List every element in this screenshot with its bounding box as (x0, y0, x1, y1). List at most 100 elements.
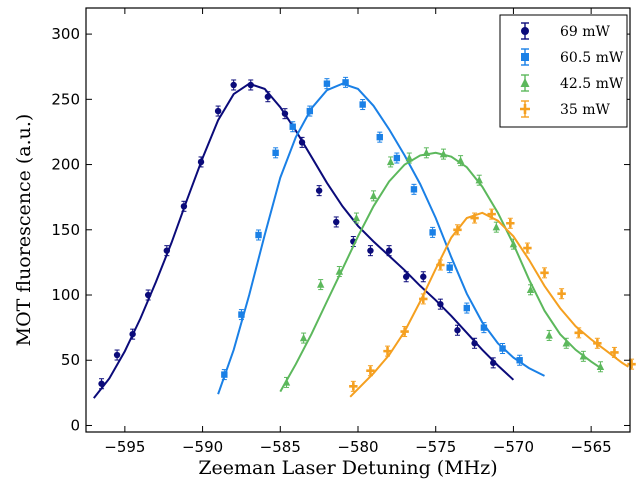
data-point (282, 378, 291, 386)
data-point (264, 93, 272, 100)
legend-entry: 42.5 mW (520, 74, 624, 92)
data-point (113, 351, 121, 359)
data-point (349, 382, 358, 391)
data-point (627, 359, 636, 369)
x-tick-label: −565 (571, 438, 612, 456)
data-point (610, 348, 619, 357)
data-point (289, 123, 296, 130)
data-point (506, 219, 515, 228)
y-axis-label: MOT fluorescence (a.u.) (13, 114, 35, 347)
data-point (144, 291, 152, 299)
data-point (437, 300, 444, 308)
series-0 (93, 79, 515, 399)
fit-curve (349, 211, 629, 398)
data-point (98, 380, 105, 387)
data-point (197, 158, 205, 166)
fit-curve (217, 82, 545, 395)
data-point (490, 359, 497, 367)
data-point (419, 294, 428, 304)
y-tick-label: 250 (51, 90, 80, 108)
data-point (509, 239, 518, 248)
data-point (420, 273, 427, 280)
data-point (367, 247, 374, 254)
data-point (238, 311, 245, 318)
plot-area (93, 76, 636, 399)
data-point (470, 213, 479, 223)
legend-label: 69 mW (560, 24, 611, 40)
data-point (369, 191, 378, 200)
x-tick-label: −575 (415, 438, 456, 456)
data-point (366, 366, 375, 375)
y-tick-label: 0 (70, 416, 80, 434)
data-point (221, 371, 228, 378)
legend-marker (521, 53, 529, 61)
data-point (557, 289, 566, 298)
legend-label: 60.5 mW (560, 50, 624, 66)
data-point (359, 101, 366, 108)
data-point (446, 264, 453, 271)
legend-marker (520, 78, 530, 87)
data-point (333, 218, 340, 226)
y-tick-label: 100 (51, 286, 80, 304)
data-point (306, 107, 314, 115)
data-point (342, 79, 349, 86)
data-point (463, 304, 470, 312)
series-1 (217, 76, 545, 395)
data-point (492, 222, 501, 231)
data-point (400, 327, 409, 336)
data-point (456, 156, 465, 164)
x-axis: −595 −590 −585 −580 −575 −570 −565 (104, 8, 612, 456)
plot-frame (85, 7, 631, 433)
data-point (436, 260, 445, 270)
data-point (376, 133, 383, 141)
data-point (255, 231, 262, 239)
y-axis: 0 50 100 150 200 250 300 (51, 25, 630, 434)
data-point (315, 187, 323, 194)
data-point (402, 273, 410, 280)
x-tick-label: −570 (493, 438, 534, 456)
y-tick-label: 150 (51, 221, 80, 239)
data-point (386, 157, 395, 166)
data-point (562, 339, 570, 347)
y-tick-label: 300 (51, 25, 80, 43)
legend-entry: 35 mW (520, 100, 611, 118)
data-point (230, 81, 237, 89)
data-point (453, 225, 462, 234)
data-point (410, 186, 418, 193)
legend-marker (521, 27, 529, 35)
data-point (281, 110, 289, 117)
data-point (129, 330, 136, 338)
data-point (335, 267, 344, 275)
legend-label: 42.5 mW (560, 76, 624, 92)
y-tick-label: 200 (51, 156, 80, 174)
x-tick-label: −580 (337, 438, 378, 456)
x-tick-label: −585 (260, 438, 301, 456)
data-point (299, 333, 308, 342)
series-2 (279, 147, 605, 393)
data-point (352, 213, 361, 222)
data-point (475, 176, 483, 184)
data-point (516, 357, 523, 364)
legend: 69 mW 60.5 mW 42.5 mW 35 mW (499, 14, 628, 128)
data-point (422, 148, 431, 157)
series-3 (349, 208, 636, 398)
x-axis-label: Zeeman Laser Detuning (MHz) (198, 457, 497, 479)
fit-curve (279, 151, 600, 393)
data-point (499, 345, 506, 352)
data-point (180, 203, 188, 210)
data-point (526, 285, 535, 293)
data-point (383, 346, 392, 356)
data-point (471, 340, 478, 347)
data-point (323, 80, 331, 87)
data-point (480, 324, 488, 331)
legend-entry: 69 mW (521, 22, 611, 40)
legend-entry: 60.5 mW (521, 48, 624, 66)
data-point (454, 327, 461, 334)
data-point (385, 247, 393, 254)
legend-label: 35 mW (560, 102, 611, 118)
data-point (540, 268, 549, 278)
data-point (247, 81, 254, 89)
data-point (579, 352, 588, 360)
data-point (429, 229, 436, 236)
